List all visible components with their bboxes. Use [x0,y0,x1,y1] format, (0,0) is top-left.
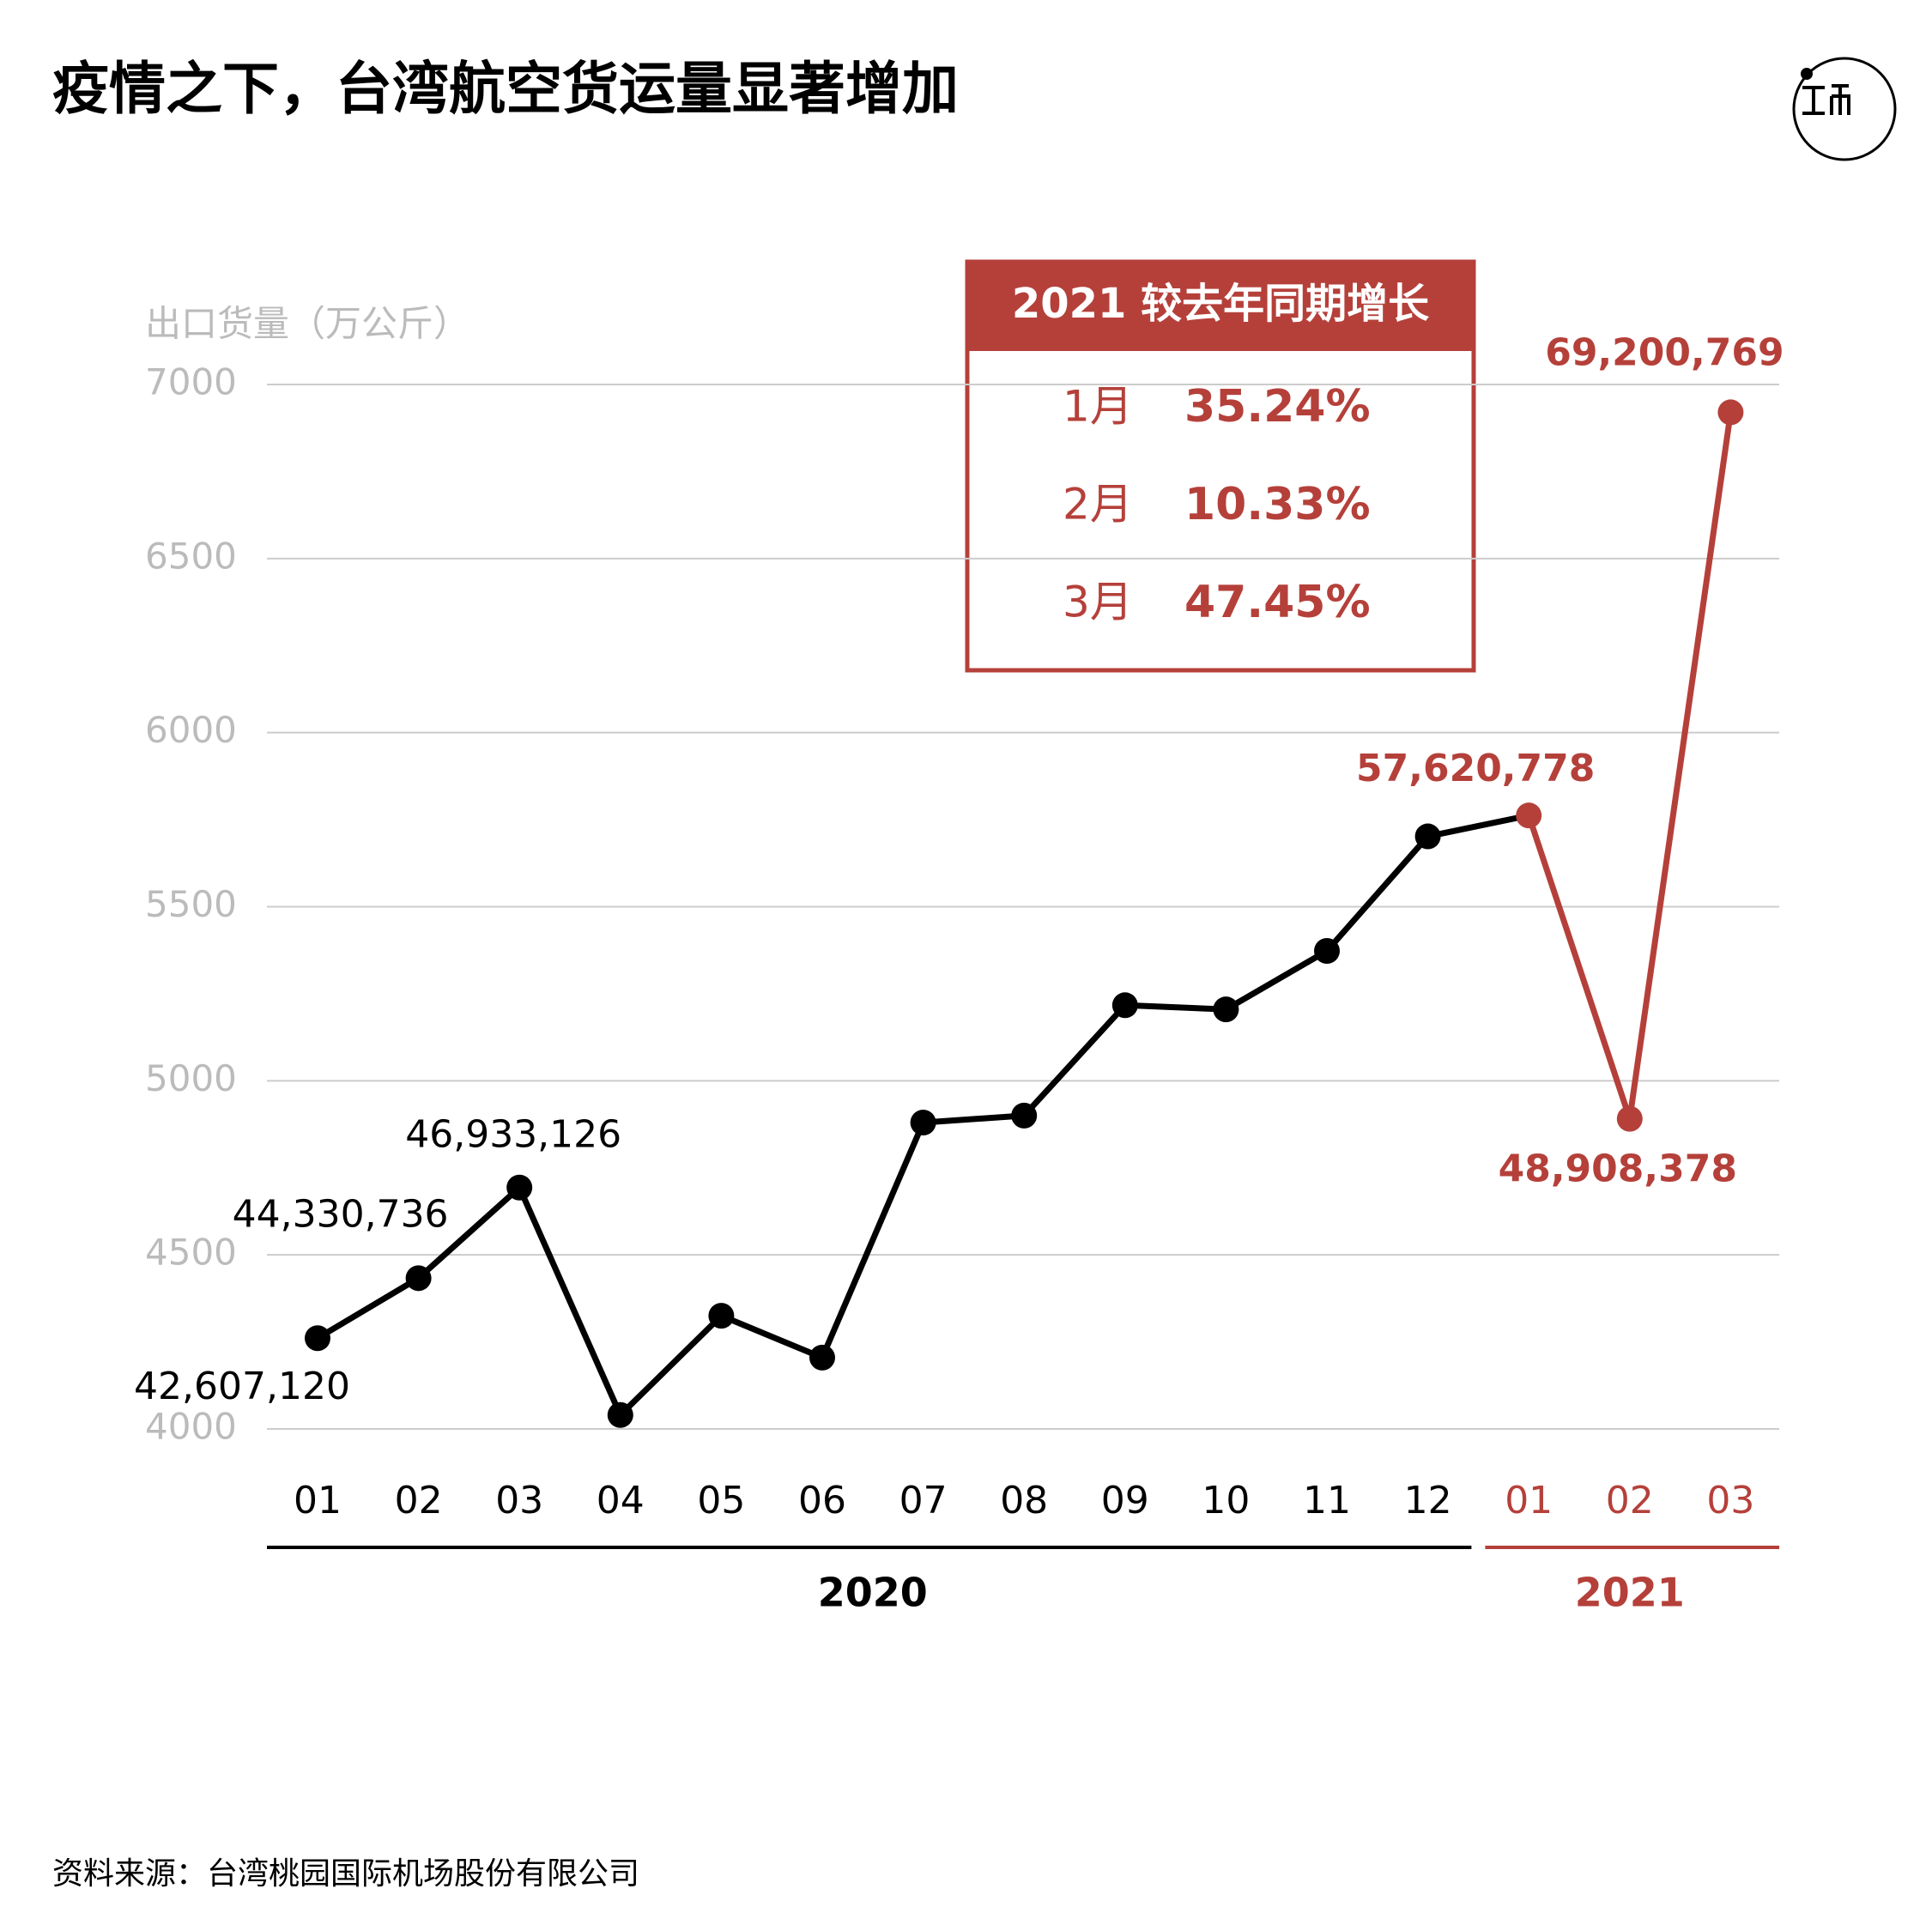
x-tick-label: 08 [1000,1479,1048,1522]
year-label: 2020 [818,1570,928,1616]
point [910,1110,936,1136]
y-tick-label: 6500 [145,535,237,577]
data-label: 46,933,126 [405,1113,621,1157]
inset-month: 3月 [1063,578,1133,627]
point [809,1344,835,1371]
y-tick-label: 6000 [145,709,237,751]
inset-header [967,262,1474,351]
point [305,1325,330,1352]
point [1314,938,1340,965]
x-tick-label: 07 [899,1479,948,1522]
point [1011,1102,1038,1129]
point [506,1174,533,1201]
series-line [316,834,1431,1419]
x-tick-label: 03 [1706,1479,1754,1522]
point [1414,823,1441,850]
x-tick-label: 02 [395,1479,443,1522]
y-tick-label: 5000 [145,1057,237,1099]
logo [1792,57,1897,161]
inset: 2021 较去年同期增长 [965,259,1476,673]
inset-value: 35.24% [1184,381,1371,433]
point [405,1265,432,1292]
point [1516,802,1542,829]
logo-dot [1801,68,1813,80]
data-label: 57,620,778 [1356,747,1595,790]
source: 资料来源：台湾桃园国际机场股份有限公司 [52,1856,639,1892]
x-tick-label: 06 [798,1479,846,1522]
x-tick-label: 01 [1505,1479,1553,1522]
x-tick-label: 05 [697,1479,745,1522]
y-tick-label: 4000 [145,1406,237,1448]
y-tick-label: 7000 [145,361,237,403]
x-tick-label: 12 [1404,1479,1452,1522]
y-axis-label: 出口货量（万公斤） [145,303,469,345]
year-label: 2021 [1575,1570,1685,1616]
x-tick-label: 09 [1101,1479,1149,1522]
data-label: 44,330,736 [233,1192,449,1236]
chart-title: 疫情之下，台湾航空货运量显著增加 [52,56,959,122]
data-label: 48,908,378 [1499,1147,1737,1191]
inset-value: 47.45% [1184,577,1371,628]
x-tick-label: 02 [1606,1479,1654,1522]
inset-title: 2021 较去年同期增长 [1012,280,1429,328]
point [708,1303,735,1329]
x-tick-label: 01 [294,1479,342,1522]
connector [1426,812,1529,839]
point [1111,992,1138,1019]
x-tick-label: 11 [1303,1479,1351,1522]
data-label: 69,200,769 [1545,330,1784,374]
x-tick-label: 03 [495,1479,543,1522]
x-tick-label: 04 [597,1479,645,1522]
data-label: 42,607,120 [134,1365,350,1408]
inset-value: 10.33% [1184,479,1371,530]
point [1616,1105,1643,1132]
x-tick-label: 10 [1202,1479,1250,1522]
point [1717,399,1744,426]
point [607,1401,633,1428]
logo-mark [1802,84,1850,115]
y-tick-label: 4500 [145,1232,237,1274]
inset-month: 2月 [1063,480,1133,530]
logo-circle [1792,57,1897,161]
y-tick-label: 5500 [145,883,237,925]
point [1213,996,1239,1023]
inset-month: 1月 [1063,382,1133,432]
